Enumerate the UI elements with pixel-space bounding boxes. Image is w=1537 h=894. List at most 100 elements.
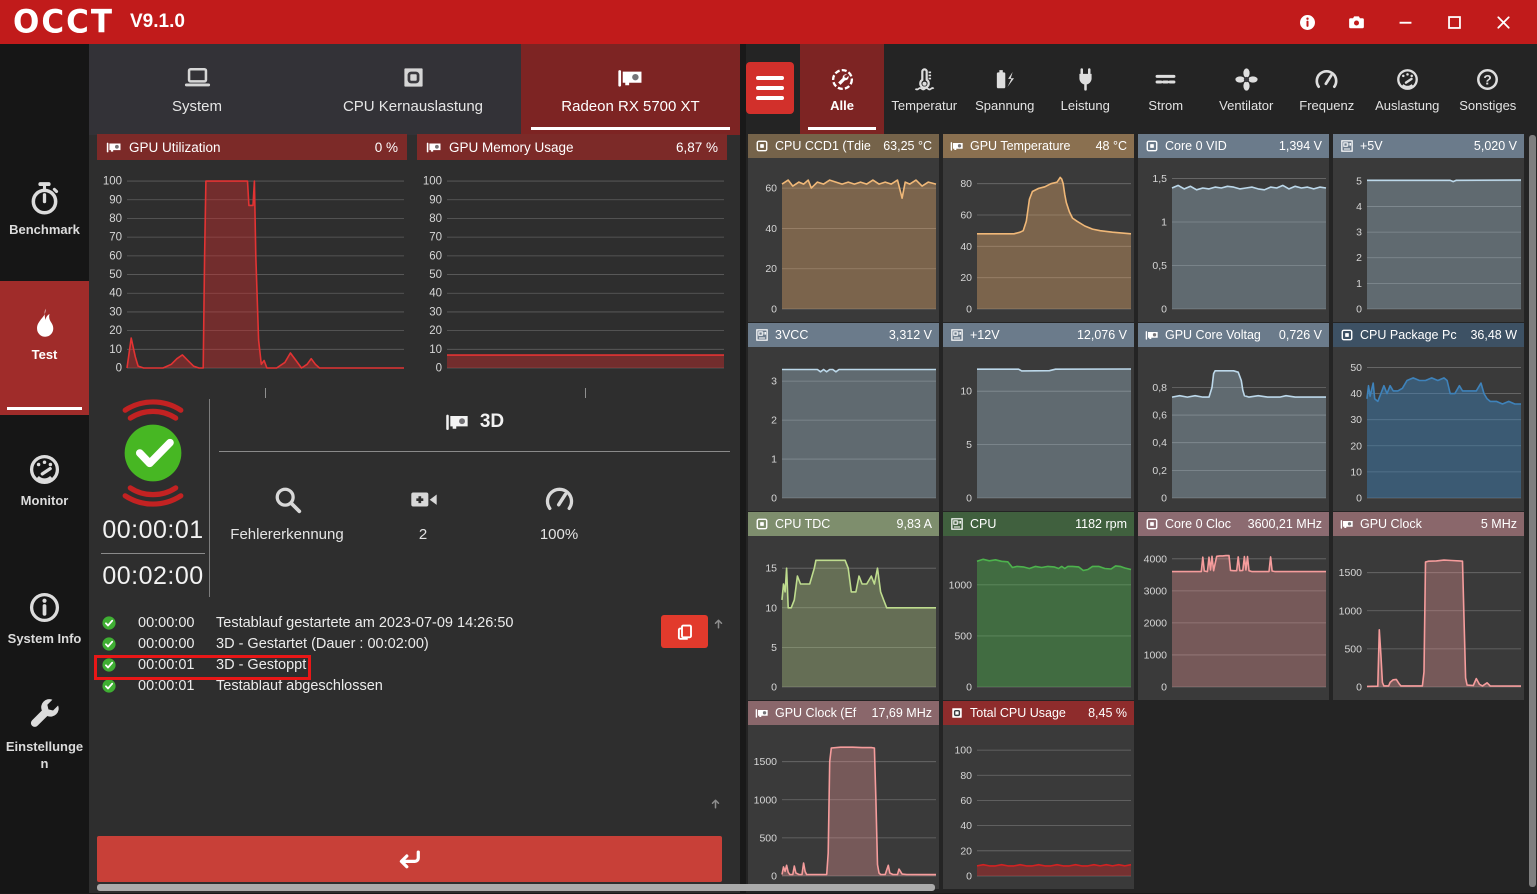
tile-header[interactable]: GPU Core Voltag 0,726 V <box>1138 323 1329 347</box>
mobo-icon <box>950 328 964 342</box>
tile-header[interactable]: CPU 1182 rpm <box>943 512 1134 536</box>
tile-header[interactable]: GPU Clock (Ef 17,69 MHz <box>748 701 939 725</box>
sidebar-item-test[interactable]: Test <box>0 281 89 415</box>
svg-text:60: 60 <box>960 795 972 807</box>
tile-cpu-tdc[interactable]: CPU TDC 9,83 A 0 5 10 15 <box>748 512 939 700</box>
tile-gpu-clock-effective[interactable]: GPU Clock (Ef 17,69 MHz 0 500 1000 1500 <box>748 701 939 889</box>
monitor-tab-leistung[interactable]: Leistung <box>1045 44 1126 135</box>
check-icon <box>101 657 117 673</box>
tile-vcc3[interactable]: 3VCC 3,312 V 0 1 2 3 <box>748 323 939 511</box>
scroll-up-icon[interactable] <box>711 616 726 632</box>
monitor-tab-sonstiges[interactable]: ? Sonstiges <box>1448 44 1529 135</box>
tile-cpu-ccd1[interactable]: CPU CCD1 (Tdie 63,25 °C 0 20 40 60 <box>748 134 939 322</box>
monitor-tab-auslastung[interactable]: Auslastung <box>1367 44 1448 135</box>
sidebar-item-system-info[interactable]: System Info <box>0 590 89 648</box>
svg-text:1000: 1000 <box>1144 649 1168 661</box>
copy-log-button[interactable] <box>661 615 708 648</box>
tile-header[interactable]: GPU Temperature 48 °C <box>943 134 1134 158</box>
tab-label: CPU Kernauslastung <box>342 98 484 115</box>
monitor-tab-frequenz[interactable]: Frequenz <box>1287 44 1368 135</box>
tile-total-cpu-usage[interactable]: Total CPU Usage 8,45 % 0 20 40 60 80 100 <box>943 701 1134 889</box>
svg-text:1: 1 <box>1161 216 1167 228</box>
tile-chart: 0 1000 2000 3000 4000 <box>1138 536 1329 700</box>
tile-header[interactable]: Core 0 Cloc 3600,21 MHz <box>1138 512 1329 536</box>
tab-radeon-rx-5700-xt[interactable]: Radeon RX 5700 XT <box>521 44 740 135</box>
tile-cpu-fan[interactable]: CPU 1182 rpm 0 500 1000 <box>943 512 1134 700</box>
tab-cpu-kernauslastung[interactable]: CPU Kernauslastung <box>305 44 521 135</box>
tile-plus12v[interactable]: +12V 12,076 V 0 5 10 <box>943 323 1134 511</box>
tile-title: CPU TDC <box>775 517 831 531</box>
sidebar-item-einstellungen[interactable]: Einstellungen <box>0 698 89 773</box>
sidebar-item-label: Test <box>31 347 58 362</box>
monitor-tab-ventilator[interactable]: Ventilator <box>1206 44 1287 135</box>
tile-cpu-package-power[interactable]: CPU Package Pc 36,48 W 0 10 20 30 40 50 <box>1333 323 1524 511</box>
monitor-tab-alle[interactable]: Alle <box>800 44 884 135</box>
maximize-button[interactable] <box>1445 13 1464 32</box>
info-icon[interactable] <box>1298 13 1317 32</box>
tile-header[interactable]: GPU Clock 5 MHz <box>1333 512 1524 536</box>
svg-text:0,5: 0,5 <box>1152 260 1167 272</box>
tools-icon <box>830 67 855 92</box>
monitor-tab-temperatur[interactable]: Temperatur <box>884 44 965 135</box>
tile-header[interactable]: Core 0 VID 1,394 V <box>1138 134 1329 158</box>
monitor-tab-strom[interactable]: Strom <box>1126 44 1207 135</box>
tile-header[interactable]: CPU TDC 9,83 A <box>748 512 939 536</box>
tile-gpu-core-voltage[interactable]: GPU Core Voltag 0,726 V 0 0,2 0,4 0,6 0,8 <box>1138 323 1329 511</box>
svg-text:10: 10 <box>765 602 777 614</box>
monitor-tab-spannung[interactable]: Spannung <box>965 44 1046 135</box>
test-option-fehlererkennung[interactable]: Fehlererkennung <box>219 484 355 543</box>
menu-button[interactable] <box>746 62 794 114</box>
run-test-button[interactable] <box>97 836 722 882</box>
tile-core0-vid[interactable]: Core 0 VID 1,394 V 0 0,5 1 1,5 <box>1138 134 1329 322</box>
svg-text:2000: 2000 <box>1144 617 1168 629</box>
chart-card-gpu-memory-usage: GPU Memory Usage 6,87 % 0 10 20 30 40 50 60 70 80 9… <box>417 134 727 382</box>
tab-system[interactable]: System <box>89 44 305 135</box>
svg-text:10: 10 <box>109 344 122 356</box>
tile-header[interactable]: 3VCC 3,312 V <box>748 323 939 347</box>
tile-gpu-temperature[interactable]: GPU Temperature 48 °C 0 20 40 60 80 <box>943 134 1134 322</box>
tile-header[interactable]: +12V 12,076 V <box>943 323 1134 347</box>
tile-header[interactable]: +5V 5,020 V <box>1333 134 1524 158</box>
test-option-100[interactable]: 100% <box>491 484 627 543</box>
timer-divider <box>101 553 205 554</box>
svg-text:40: 40 <box>960 820 972 832</box>
sidebar-item-label: Einstellungen <box>5 739 84 771</box>
tile-core0-clock[interactable]: Core 0 Cloc 3600,21 MHz 0 1000 2000 3000 4000 <box>1138 512 1329 700</box>
sidebar-item-benchmark[interactable]: Benchmark <box>0 181 89 239</box>
chart-title: GPU Utilization <box>129 139 221 155</box>
svg-text:30: 30 <box>109 306 122 318</box>
svg-text:0: 0 <box>1356 304 1362 316</box>
scroll-up-icon-2[interactable] <box>708 796 723 812</box>
svg-text:3: 3 <box>771 376 777 388</box>
sidebar-item-monitor[interactable]: Monitor <box>0 452 89 510</box>
check-icon <box>101 615 117 631</box>
tile-value: 17,69 MHz <box>871 706 932 720</box>
tile-title: GPU Clock <box>1360 517 1422 531</box>
svg-text:100: 100 <box>423 176 442 188</box>
minimize-button[interactable] <box>1396 13 1415 32</box>
test-option-2[interactable]: 2 <box>355 484 491 543</box>
log-message: Testablauf gestartete am 2023-07-09 14:2… <box>216 614 514 631</box>
tile-chart: 0 500 1000 1500 <box>1333 536 1524 700</box>
tile-header[interactable]: Total CPU Usage 8,45 % <box>943 701 1134 725</box>
screenshot-camera-icon[interactable] <box>1347 13 1366 32</box>
svg-text:?: ? <box>1483 71 1492 87</box>
horizontal-scrollbar[interactable] <box>97 884 935 891</box>
tile-gpu-clock[interactable]: GPU Clock 5 MHz 0 500 1000 1500 <box>1333 512 1524 700</box>
tile-plus5v[interactable]: +5V 5,020 V 0 1 2 3 4 5 <box>1333 134 1524 322</box>
gpu-icon <box>426 139 442 155</box>
tile-header[interactable]: CPU Package Pc 36,48 W <box>1333 323 1524 347</box>
log-row: 00:00:00 3D - Gestartet (Dauer : 00:02:00… <box>89 633 740 654</box>
svg-text:0: 0 <box>1356 493 1362 505</box>
vertical-scrollbar[interactable] <box>1529 135 1536 887</box>
test-options: Fehlererkennung 2 100% <box>219 484 730 543</box>
mobo-icon <box>755 328 769 342</box>
stopwatch-icon <box>27 181 62 216</box>
tile-chart: 0 5 10 15 <box>748 536 939 700</box>
tile-header[interactable]: CPU CCD1 (Tdie 63,25 °C <box>748 134 939 158</box>
svg-text:1500: 1500 <box>754 756 778 768</box>
svg-text:50: 50 <box>109 269 122 281</box>
thermometer-icon <box>912 67 937 92</box>
close-button[interactable] <box>1494 13 1513 32</box>
sidebar-item-label: System Info <box>7 631 82 646</box>
